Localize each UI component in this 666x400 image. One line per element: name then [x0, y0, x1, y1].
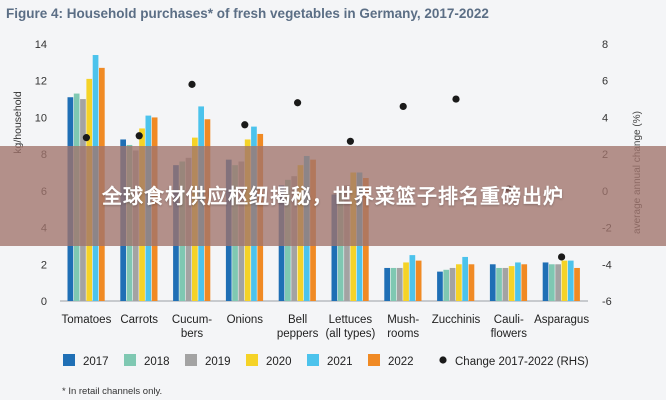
bar-2018-7 [443, 269, 450, 301]
y-tick-label: 0 [41, 296, 47, 308]
legend-label-2017: 2017 [83, 356, 109, 368]
bar-2022-6 [415, 260, 422, 301]
change-point-6 [399, 102, 407, 111]
bar-2022-9 [574, 267, 580, 301]
legend-swatch-2019 [185, 354, 197, 366]
change-point-2 [188, 80, 196, 88]
legend-label-change: Change 2017-2022 (RHS) [455, 356, 589, 368]
bar-2018-5 [337, 192, 344, 301]
bar-2019-6 [396, 267, 403, 301]
banner-text: 全球食材供应枢纽揭秘，世界菜篮子排名重磅出炉 [102, 184, 564, 208]
x-tick-label: Bell peppers [277, 314, 319, 340]
bar-2019-9 [555, 264, 561, 301]
bar-2021-7 [462, 256, 468, 301]
bar-2017-6 [384, 267, 390, 301]
bar-2017-5 [331, 194, 338, 301]
y2-tick-label: 8 [602, 39, 608, 51]
change-point-5 [346, 137, 354, 145]
x-tick-label: Carrots [120, 314, 158, 326]
x-tick-label: Cucum-bers [172, 314, 212, 340]
legend-swatch-2021 [307, 354, 319, 366]
x-tick-label: Cauli-flowers [491, 314, 528, 340]
y-tick-label: 10 [35, 112, 47, 124]
x-tick-label: Mush-rooms [387, 314, 419, 340]
bar-2020-7 [456, 264, 462, 301]
x-tick-label: Lettuces (all types) [325, 314, 375, 340]
legend-label-2022: 2022 [388, 356, 414, 368]
legend-swatch-change [439, 356, 447, 364]
legend-label-2018: 2018 [144, 356, 170, 368]
legend-swatch-2017 [63, 354, 75, 366]
x-tick-label: Onions [227, 314, 264, 326]
y-tick-label: 14 [35, 39, 47, 51]
bar-2020-6 [403, 262, 409, 301]
x-tick-label: Asparagus [534, 314, 589, 326]
bar-2021-6 [409, 255, 416, 301]
bar-2019-8 [502, 267, 509, 301]
bar-2018-9 [549, 264, 555, 301]
legend-swatch-2020 [246, 354, 258, 366]
legend-swatch-2022 [368, 354, 380, 366]
bar-2019-7 [449, 267, 456, 301]
bar-2020-9 [561, 260, 568, 301]
bar-2022-7 [468, 264, 475, 301]
bar-2021-9 [567, 260, 574, 301]
x-tick-label: Tomatoes [61, 314, 111, 326]
y-tick-label: 12 [35, 76, 47, 88]
bar-2018-8 [496, 267, 502, 301]
legend-label-2020: 2020 [266, 356, 292, 368]
chart-title: Figure 4: Household purchases* of fresh … [6, 6, 489, 21]
footnote: * In retail channels only. [62, 386, 163, 397]
change-point-0 [82, 134, 90, 142]
legend-label-2021: 2021 [327, 356, 353, 368]
change-point-7 [452, 95, 460, 103]
y-axis-label: kg/household [12, 91, 24, 154]
x-tick-label: Zucchinis [432, 314, 481, 326]
change-point-4 [294, 99, 302, 107]
y2-tick-label: 6 [602, 76, 608, 88]
legend-swatch-2018 [124, 354, 136, 366]
bar-2020-8 [508, 266, 515, 301]
y-tick-label: 2 [41, 259, 47, 271]
change-point-1 [135, 132, 143, 140]
bar-2022-8 [521, 264, 528, 301]
bar-2017-9 [542, 262, 549, 301]
bar-2017-7 [437, 271, 443, 301]
change-point-3 [241, 121, 249, 129]
legend-label-2019: 2019 [205, 356, 231, 368]
overlay-banner: 全球食材供应枢纽揭秘，世界菜篮子排名重磅出炉 [0, 146, 666, 246]
y2-tick-label: 4 [602, 112, 608, 124]
bar-2017-8 [489, 264, 496, 301]
bar-2018-6 [390, 267, 397, 301]
change-point-9 [558, 253, 566, 261]
y2-tick-label: -4 [602, 259, 612, 271]
bar-2021-8 [515, 262, 521, 301]
y2-tick-label: -6 [602, 296, 612, 308]
